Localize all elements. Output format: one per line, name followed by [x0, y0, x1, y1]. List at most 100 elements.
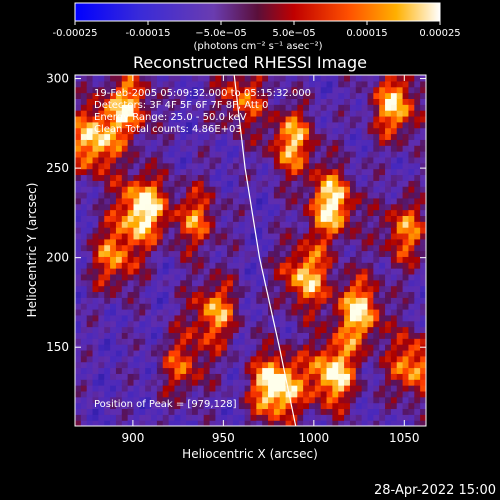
heatmap-cell	[98, 361, 105, 369]
heatmap-cell	[349, 151, 357, 158]
heatmap-cell	[186, 86, 193, 94]
heatmap-cell	[414, 197, 421, 205]
heatmap-cell	[344, 320, 351, 328]
heatmap-cell	[98, 285, 105, 293]
heatmap-cell	[385, 75, 392, 82]
heatmap-cell	[80, 133, 88, 140]
heatmap-cell	[180, 256, 187, 263]
heatmap-cell	[361, 420, 369, 426]
heatmap-cell	[314, 174, 322, 181]
heatmap-cell	[279, 332, 287, 339]
heatmap-cell	[238, 279, 246, 287]
heatmap-cell	[151, 232, 158, 240]
heatmap-cell	[197, 332, 205, 339]
heatmap-cell	[227, 256, 234, 263]
heatmap-cell	[104, 133, 111, 140]
heatmap-cell	[338, 279, 345, 287]
heatmap-cell	[197, 180, 205, 187]
heatmap-cell	[174, 121, 181, 129]
heatmap-cell	[162, 227, 170, 234]
heatmap-cell	[402, 385, 410, 392]
heatmap-cell	[186, 379, 193, 386]
heatmap-cell	[203, 285, 211, 293]
heatmap-cell	[104, 379, 111, 386]
heatmap-cell	[162, 110, 170, 117]
heatmap-cell	[349, 215, 357, 222]
heatmap-cell	[402, 402, 410, 410]
heatmap-cell	[133, 314, 140, 322]
heatmap-cell	[349, 98, 357, 105]
heatmap-cell	[86, 326, 94, 333]
heatmap-cell	[104, 156, 111, 164]
heatmap-cell	[361, 385, 369, 392]
heatmap-cell	[174, 86, 181, 94]
heatmap-cell	[197, 285, 205, 293]
heatmap-cell	[139, 285, 146, 293]
heatmap-cell	[121, 180, 129, 187]
heatmap-cell	[104, 408, 111, 415]
heatmap-cell	[402, 98, 410, 105]
heatmap-cell	[326, 192, 333, 199]
heatmap-cell	[162, 379, 170, 386]
heatmap-cell	[373, 332, 380, 339]
heatmap-cell	[186, 396, 193, 404]
heatmap-cell	[115, 145, 123, 152]
heatmap-cell	[139, 145, 146, 152]
heatmap-cell	[367, 279, 374, 287]
heatmap-cell	[326, 215, 333, 222]
heatmap-cell	[408, 168, 415, 176]
heatmap-cell	[162, 203, 170, 211]
heatmap-cell	[361, 104, 369, 111]
heatmap-cell	[355, 232, 363, 240]
heatmap-cell	[309, 303, 316, 310]
annotation-time-range: 19-Feb-2005 05:09:32.000 to 05:15:32.000	[94, 88, 311, 99]
heatmap-cell	[291, 186, 298, 193]
heatmap-cell	[355, 273, 363, 281]
heatmap-cell	[221, 420, 228, 426]
heatmap-cell	[227, 402, 234, 410]
heatmap-cell	[115, 115, 123, 123]
heatmap-cell	[115, 314, 123, 322]
heatmap-cell	[227, 385, 234, 392]
heatmap-cell	[133, 250, 140, 257]
heatmap-cell	[197, 203, 205, 211]
heatmap-cell	[344, 121, 351, 129]
heatmap-cell	[203, 75, 211, 82]
heatmap-cell	[174, 256, 181, 263]
heatmap-cell	[361, 75, 369, 82]
heatmap-cell	[209, 244, 216, 252]
heatmap-cell	[297, 227, 304, 234]
heatmap-cell	[338, 80, 345, 88]
heatmap-cell	[98, 273, 105, 281]
heatmap-cell	[75, 297, 82, 304]
heatmap-cell	[86, 192, 94, 199]
heatmap-cell	[396, 151, 404, 158]
heatmap-cell	[221, 250, 228, 257]
heatmap-cell	[197, 361, 205, 369]
heatmap-cell	[92, 349, 99, 357]
heatmap-cell	[197, 396, 205, 404]
heatmap-cell	[151, 156, 158, 164]
heatmap-cell	[361, 186, 369, 193]
heatmap-cell	[98, 133, 105, 140]
heatmap-cell	[367, 80, 374, 88]
heatmap-cell	[174, 197, 181, 205]
heatmap-cell	[303, 408, 310, 415]
heatmap-cell	[232, 320, 240, 328]
heatmap-cell	[250, 227, 257, 234]
heatmap-cell	[192, 86, 199, 94]
heatmap-cell	[390, 121, 398, 129]
heatmap-cell	[139, 344, 146, 351]
heatmap-cell	[373, 262, 380, 269]
heatmap-cell	[361, 221, 369, 228]
heatmap-cell	[414, 414, 421, 421]
heatmap-cell	[203, 361, 211, 369]
heatmap-cell	[75, 326, 82, 333]
heatmap-cell	[355, 139, 363, 146]
heatmap-cell	[192, 402, 199, 410]
heatmap-cell	[86, 402, 94, 410]
heatmap-cell	[402, 180, 410, 187]
heatmap-cell	[396, 203, 404, 211]
heatmap-cell	[238, 192, 246, 199]
heatmap-cell	[408, 80, 415, 88]
